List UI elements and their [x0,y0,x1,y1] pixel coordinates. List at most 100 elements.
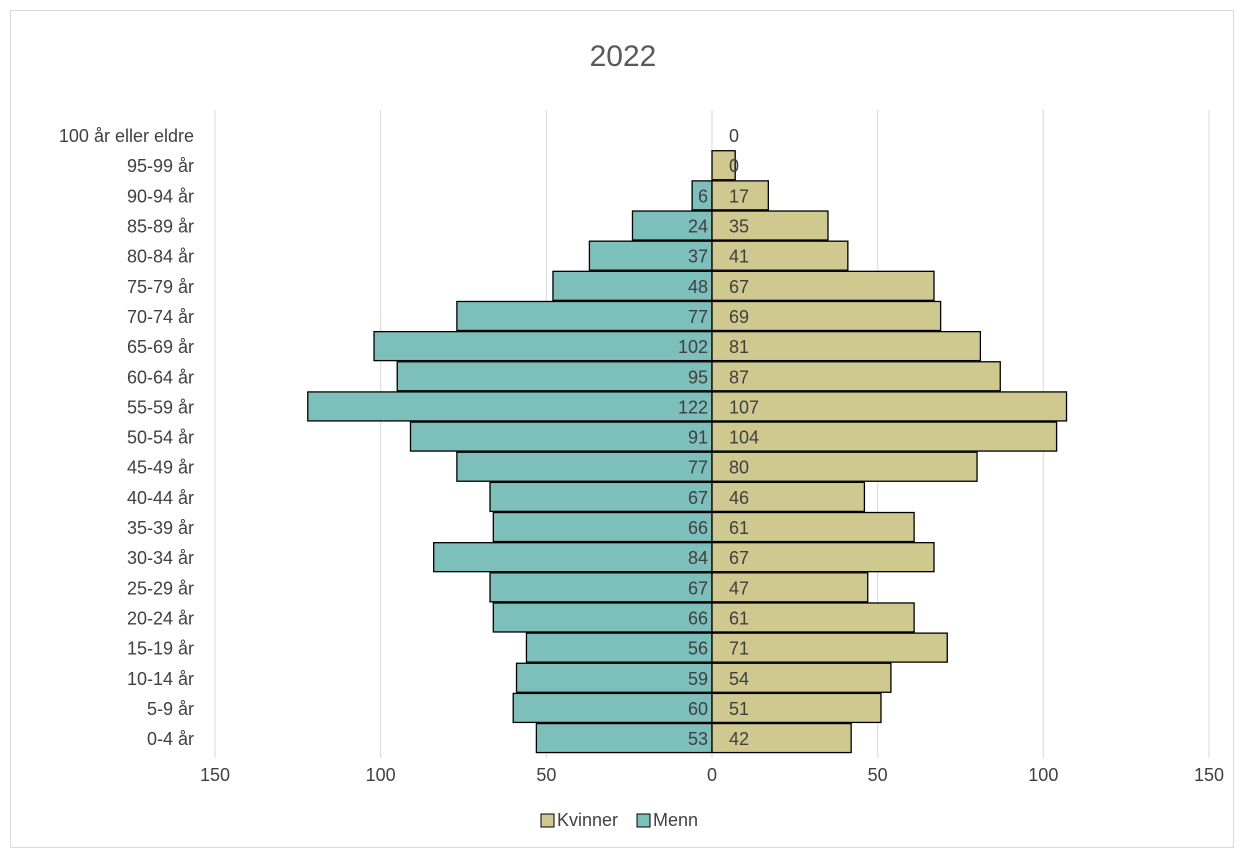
data-label-menn: 56 [688,639,708,659]
chart-title: 2022 [590,40,657,73]
x-tick-label: 0 [707,765,717,785]
data-label-kvinner: 51 [729,699,749,719]
data-label-menn: 67 [688,488,708,508]
category-label: 5-9 år [147,699,194,719]
data-label-menn: 67 [688,578,708,598]
data-label-menn: 91 [688,428,708,448]
bar-menn [396,361,713,392]
data-label-kvinner: 41 [729,247,749,267]
bar-menn [409,421,713,452]
bar-kvinner [711,270,935,301]
x-tick-label: 50 [536,765,556,785]
bar-kvinner [711,572,869,603]
category-label: 70-74 år [127,307,194,327]
data-label-menn: 77 [688,458,708,478]
data-label-kvinner: 61 [729,518,749,538]
category-label: 75-79 år [127,277,194,297]
bar-menn [456,300,713,332]
data-label-kvinner: 54 [729,669,749,689]
data-label-kvinner: 35 [729,217,749,237]
data-label-menn: 6 [698,186,708,206]
bar-kvinner [711,451,978,482]
bar-kvinner [711,511,915,543]
bar-menn [515,662,713,693]
legend-label-menn: Menn [653,810,698,830]
category-label: 20-24 år [127,608,194,628]
data-label-kvinner: 69 [729,307,749,327]
legend-label-kvinner: Kvinner [557,810,618,830]
category-label: 90-94 år [127,186,194,206]
bars [307,150,1068,754]
bar-menn [373,330,713,362]
bar-kvinner [711,361,1001,392]
data-label-menn: 66 [688,608,708,628]
category-label: 0-4 år [147,729,194,749]
data-label-menn: 53 [688,729,708,749]
category-label: 65-69 år [127,337,194,357]
data-label-kvinner: 47 [729,578,749,598]
bar-menn [456,451,713,482]
bar-kvinner [711,150,736,181]
category-label: 85-89 år [127,217,194,237]
category-label: 30-34 år [127,548,194,568]
data-label-kvinner: 42 [729,729,749,749]
bar-menn [489,481,713,513]
data-label-menn: 122 [678,397,708,417]
data-label-menn: 77 [688,307,708,327]
data-label-menn: 59 [688,669,708,689]
bar-kvinner [711,300,942,332]
bar-kvinner [711,481,866,513]
data-label-kvinner: 80 [729,458,749,478]
category-label: 55-59 år [127,397,194,417]
x-tick-label: 100 [366,765,396,785]
bar-kvinner [711,692,882,724]
data-label-kvinner: 104 [729,428,759,448]
data-label-kvinner: 107 [729,397,759,417]
bar-kvinner [711,391,1068,422]
data-label-menn: 37 [688,247,708,267]
x-tick-label: 150 [200,765,230,785]
value-axis: 150 100 50 0 50 100 150 [200,765,1224,785]
bar-kvinner [711,210,829,241]
category-label: 10-14 år [127,669,194,689]
legend-swatch-menn [636,813,651,828]
category-label: 80-84 år [127,247,194,267]
data-label-menn: 48 [688,277,708,297]
category-label: 25-29 år [127,578,194,598]
bar-kvinner [711,632,948,663]
bar-menn [525,632,713,663]
category-label: 95-99 år [127,156,194,176]
category-label: 100 år eller eldre [59,126,194,146]
bar-kvinner [711,722,852,754]
x-tick-label: 150 [1194,765,1224,785]
bar-menn [492,602,713,633]
data-label-menn: 84 [688,548,708,568]
bar-kvinner [711,662,892,693]
data-label-kvinner: 81 [729,337,749,357]
legend-swatch-kvinner [540,813,555,828]
category-label: 50-54 år [127,428,194,448]
bar-kvinner [711,602,915,633]
data-label-kvinner: 71 [729,639,749,659]
x-tick-label: 50 [868,765,888,785]
data-label-menn: 95 [688,367,708,387]
bar-kvinner [711,180,769,211]
bar-kvinner [711,330,982,362]
category-label: 15-19 år [127,639,194,659]
data-label-kvinner: 46 [729,488,749,508]
bar-kvinner [711,240,849,271]
bar-kvinner [711,542,935,573]
category-label: 60-64 år [127,367,194,387]
category-label: 35-39 år [127,518,194,538]
bar-menn [512,692,713,724]
data-label-menn: 60 [688,699,708,719]
data-label-kvinner: 17 [729,186,749,206]
data-label-menn: 24 [688,217,708,237]
category-label: 45-49 år [127,458,194,478]
bar-menn [307,391,713,422]
legend: Kvinner Menn [540,810,698,830]
bar-menn [588,240,713,271]
bar-menn [552,270,713,301]
